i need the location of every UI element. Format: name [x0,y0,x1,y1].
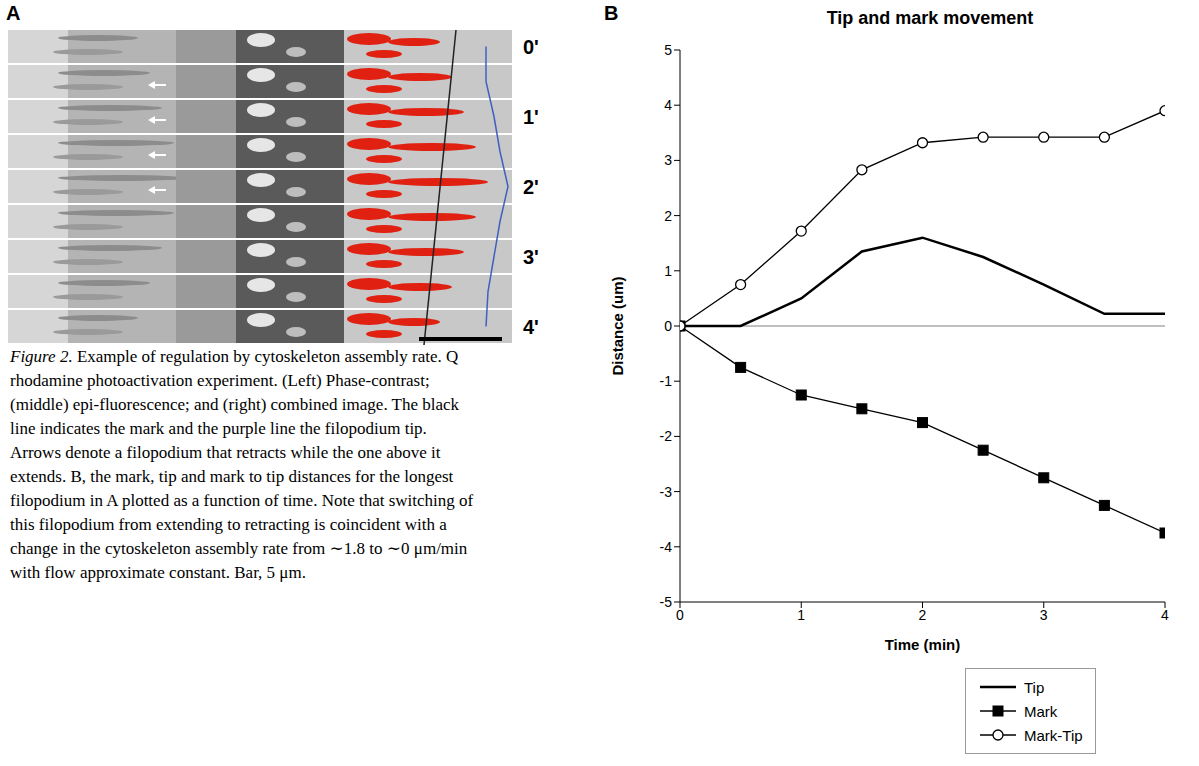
svg-text:0: 0 [676,607,684,623]
svg-text:-1: -1 [660,373,673,389]
svg-text:Time (min): Time (min) [885,636,961,653]
svg-text:5: 5 [664,42,672,58]
svg-text:3: 3 [664,152,672,168]
svg-text:2: 2 [664,208,672,224]
html-text:Tip: Tip [1024,678,1045,696]
html-text:A: A [6,2,21,24]
svg-text:3: 3 [1040,607,1048,623]
svg-text:-3: -3 [660,484,673,500]
svg-text:4': 4' [523,316,539,338]
svg-text:4: 4 [664,97,672,113]
svg-text:Distance (um): Distance (um) [609,276,626,375]
html-text:Tip and mark movement: Tip and mark movement [826,8,1034,28]
svg-text:1: 1 [797,607,805,623]
svg-text:-2: -2 [660,428,673,444]
svg-text:3': 3' [523,246,539,268]
html-text:Mark-Tip: Mark-Tip [1024,726,1083,744]
svg-text:0: 0 [664,318,672,334]
svg-text:2: 2 [919,607,927,623]
svg-text:4: 4 [1161,607,1169,623]
svg-text:2': 2' [523,176,539,198]
svg-text:-5: -5 [660,594,673,610]
html-text:Mark: Mark [1024,702,1058,720]
svg-text:-4: -4 [660,539,673,555]
html-text:B: B [604,2,619,24]
html-text:Figure 2. Example of regulatio: Figure 2. Example of regulation by cytos… [10,347,474,582]
svg-text:0': 0' [523,36,539,58]
svg-text:1: 1 [664,263,672,279]
svg-text:1': 1' [523,106,539,128]
